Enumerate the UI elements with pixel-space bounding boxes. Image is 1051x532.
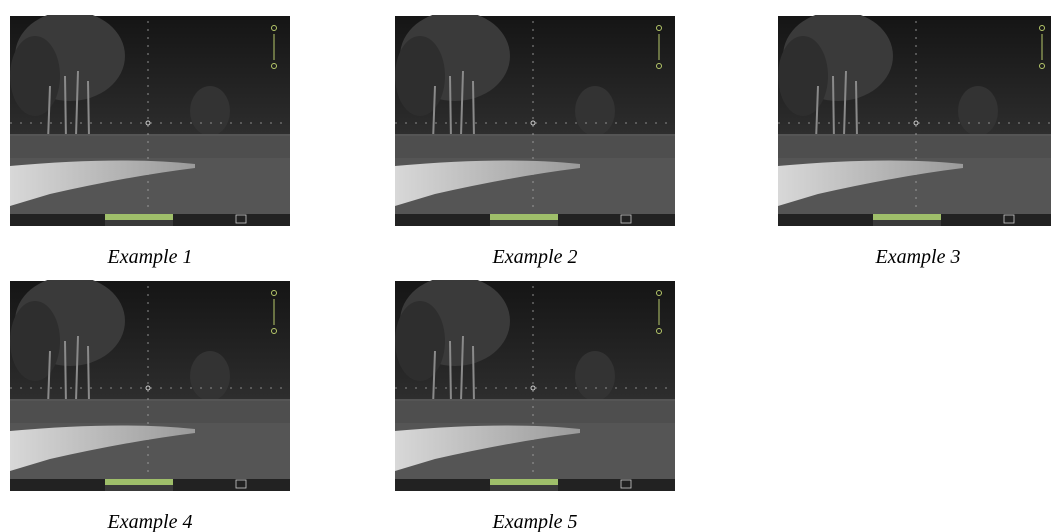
panel-image bbox=[10, 280, 290, 492]
panel-image bbox=[395, 280, 675, 492]
panel-image bbox=[10, 15, 290, 227]
panel-caption: Example 4 bbox=[107, 511, 193, 532]
panel-image bbox=[778, 15, 1051, 227]
panel-grid: Example 1 Example 2 Example 3 Example 4 Exam… bbox=[10, 15, 1051, 532]
panel-caption: Example 5 bbox=[492, 511, 578, 532]
panel-caption: Example 1 bbox=[107, 246, 193, 268]
panel-image bbox=[395, 15, 675, 227]
panel-caption: Example 2 bbox=[492, 246, 578, 268]
panel-caption: Example 3 bbox=[875, 246, 961, 268]
